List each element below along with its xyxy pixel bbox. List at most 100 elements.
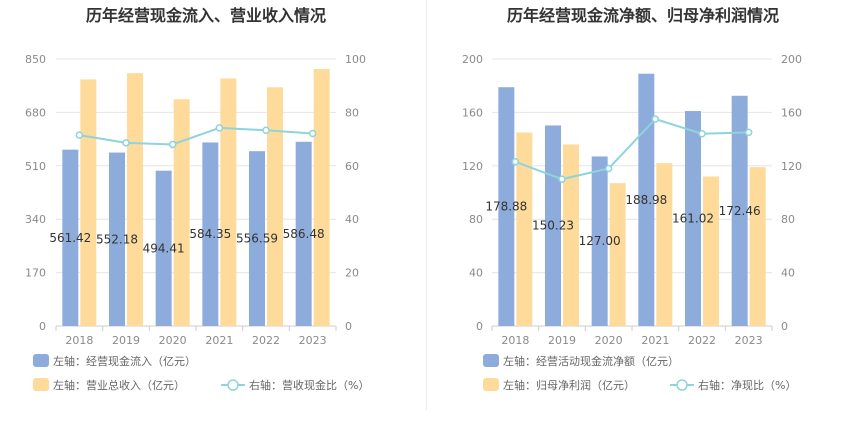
chart1-x-tick-label: 2020 bbox=[159, 334, 187, 347]
chart1-ratio-line bbox=[79, 126, 313, 146]
chart2-ratio-point bbox=[651, 115, 660, 123]
chart1-x-tick-label: 2023 bbox=[299, 334, 327, 347]
chart2-x-tick-label: 2023 bbox=[735, 334, 763, 347]
chart2-data-label: 161.02 bbox=[672, 212, 714, 226]
chart1-ratio-point bbox=[215, 124, 224, 132]
chart2-data-label: 188.98 bbox=[625, 193, 667, 207]
chart1-x-tick-label: 2021 bbox=[205, 334, 233, 347]
chart1-data-label: 561.42 bbox=[49, 231, 91, 245]
chart1-legend-label: 左轴：营业总收入（亿元） bbox=[53, 378, 185, 392]
chart1-ratio-point bbox=[262, 126, 270, 135]
chart1-left-tick-label: 340 bbox=[25, 213, 46, 226]
chart1-legend-bar-swatch bbox=[33, 354, 49, 367]
chart1-bar-secondary bbox=[267, 87, 283, 326]
chart1-ratio-point bbox=[122, 139, 130, 147]
chart2-bar-secondary bbox=[749, 167, 766, 326]
chart2-bar-secondary bbox=[703, 176, 719, 326]
chart1-data-label: 556.59 bbox=[236, 232, 278, 246]
chart2-ratio-point bbox=[744, 128, 753, 137]
chart1-left-tick-label: 680 bbox=[25, 106, 46, 119]
chart2-right-tick-label: 120 bbox=[781, 160, 802, 173]
chart1-x-tick-label: 2018 bbox=[65, 334, 93, 347]
chart1-bar-primary bbox=[249, 151, 265, 326]
chart2-ratio-point bbox=[558, 175, 566, 183]
chart1-bar-secondary bbox=[313, 69, 330, 327]
chart1-bar-secondary bbox=[80, 79, 97, 326]
chart2-ratio-point bbox=[604, 164, 613, 173]
chart2-data-label: 172.46 bbox=[719, 204, 761, 218]
chart1-bar-primary bbox=[62, 149, 79, 326]
chart1-left-tick-label: 850 bbox=[25, 53, 46, 66]
chart2-bar-primary bbox=[498, 87, 515, 327]
chart2-right-tick-label: 80 bbox=[781, 213, 795, 226]
chart1-bar-secondary bbox=[127, 73, 143, 327]
chart1-left-tick-label: 0 bbox=[39, 320, 46, 333]
chart2-legend-bar-swatch bbox=[483, 378, 499, 391]
chart1-ratio-point bbox=[75, 131, 84, 139]
chart1-bar-primary bbox=[109, 152, 125, 326]
chart2-left-tick-label: 200 bbox=[462, 53, 483, 66]
chart2-legend-label: 左轴：经营活动现金流净额（亿元） bbox=[503, 354, 679, 368]
chart2-right-tick-label: 160 bbox=[781, 106, 802, 119]
chart1-data-label: 584.35 bbox=[189, 227, 231, 241]
chart1-bar-primary bbox=[155, 170, 172, 326]
chart2-bar-secondary bbox=[656, 163, 673, 326]
chart1-legend-line-marker bbox=[227, 379, 239, 391]
chart2-left-tick-label: 80 bbox=[469, 213, 483, 226]
chart2-x-tick-label: 2019 bbox=[548, 334, 576, 347]
chart2-x-tick-label: 2022 bbox=[688, 334, 716, 347]
chart1-x-tick-label: 2019 bbox=[112, 334, 140, 347]
chart2-ratio-point bbox=[698, 130, 706, 138]
chart2-bar-primary bbox=[685, 111, 701, 326]
chart1-legend-label: 右轴：营收现金比（%） bbox=[249, 378, 369, 392]
chart1-data-label: 552.18 bbox=[96, 232, 138, 246]
chart2-bar-primary bbox=[731, 95, 748, 326]
chart2-data-label: 150.23 bbox=[532, 219, 574, 233]
chart2-bar-primary bbox=[638, 73, 655, 326]
chart1-legend-label: 左轴：经营现金流入（亿元） bbox=[53, 354, 196, 368]
chart1-right-tick-label: 0 bbox=[345, 320, 352, 333]
chart2-bar-secondary bbox=[516, 132, 533, 326]
chart2-legend-bar-swatch bbox=[483, 354, 499, 367]
chart2-bar-primary bbox=[545, 125, 561, 326]
chart1-right-tick-label: 40 bbox=[345, 213, 359, 226]
chart1-bar-primary bbox=[295, 141, 312, 326]
chart1-bar-secondary bbox=[173, 99, 190, 326]
chart1-data-label: 586.48 bbox=[283, 227, 325, 241]
chart2-left-tick-label: 160 bbox=[462, 106, 483, 119]
chart2-bar-secondary bbox=[609, 183, 626, 326]
chart2-bar-secondary bbox=[563, 144, 579, 326]
chart1-x-tick-label: 2022 bbox=[252, 334, 280, 347]
chart1-title: 历年经营现金流入、营业收入情况 bbox=[86, 6, 326, 25]
chart2-data-label: 178.88 bbox=[485, 200, 527, 214]
chart2-right-tick-label: 200 bbox=[781, 53, 802, 66]
chart1-bar-secondary bbox=[220, 78, 237, 326]
chart1-legend-bar-swatch bbox=[33, 378, 49, 391]
chart1-right-tick-label: 60 bbox=[345, 160, 359, 173]
chart1-right-tick-label: 20 bbox=[345, 267, 359, 280]
chart2-left-tick-label: 120 bbox=[462, 160, 483, 173]
chart2-legend-label: 右轴：净现比（%） bbox=[698, 378, 796, 392]
chart2-left-tick-label: 0 bbox=[476, 320, 483, 333]
chart2-x-tick-label: 2020 bbox=[595, 334, 623, 347]
chart1-bar-primary bbox=[202, 142, 219, 326]
chart2-ratio-line bbox=[514, 117, 749, 181]
chart1-right-tick-label: 100 bbox=[345, 53, 366, 66]
chart1-right-tick-label: 80 bbox=[345, 106, 359, 119]
chart2-bar-primary bbox=[591, 156, 608, 326]
chart2-x-tick-label: 2018 bbox=[501, 334, 529, 347]
chart2-legend-label: 左轴：归母净利润（亿元） bbox=[503, 378, 635, 392]
chart2-right-tick-label: 40 bbox=[781, 267, 795, 280]
chart1-ratio-point bbox=[308, 129, 317, 138]
chart2-right-tick-label: 0 bbox=[781, 320, 788, 333]
chart2-left-tick-label: 40 bbox=[469, 267, 483, 280]
chart1-ratio-point bbox=[168, 140, 177, 149]
chart1-data-label: 494.41 bbox=[143, 241, 185, 255]
chart1-left-tick-label: 170 bbox=[25, 267, 46, 280]
chart2-data-label: 127.00 bbox=[579, 234, 621, 248]
chart2-title: 历年经营现金流净额、归母净利润情况 bbox=[507, 6, 779, 25]
chart1-left-tick-label: 510 bbox=[25, 160, 46, 173]
chart2-x-tick-label: 2021 bbox=[641, 334, 669, 347]
